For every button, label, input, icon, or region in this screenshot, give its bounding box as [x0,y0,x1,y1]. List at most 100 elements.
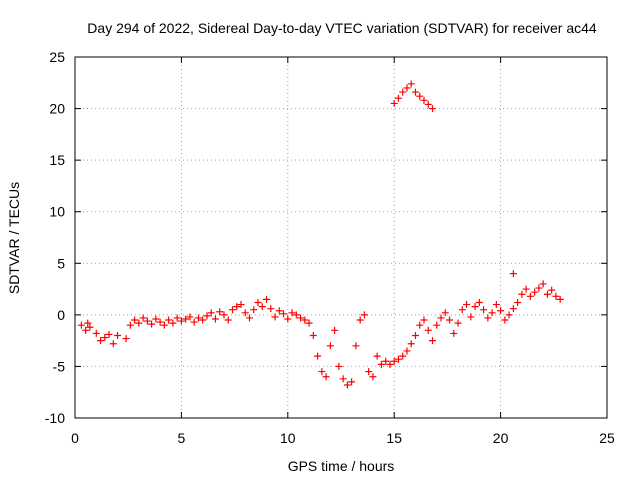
data-point [335,362,343,370]
data-point [471,303,479,311]
data-point [416,92,424,100]
data-point [505,311,513,319]
data-point [101,334,109,342]
data-point [258,303,266,311]
data-point [152,315,160,323]
data-point [399,88,407,96]
data-point [84,319,92,327]
data-point [318,368,326,376]
y-tick-labels: -10 -5 0 5 10 15 20 25 [45,49,65,426]
data-point [250,306,258,314]
data-point [429,337,437,345]
data-point [390,99,398,107]
x-tick-label: 10 [280,430,296,446]
data-point [271,313,279,321]
data-point [446,316,454,324]
data-point [263,295,271,303]
grid [75,57,607,418]
chart-title: Day 294 of 2022, Sidereal Day-to-day VTE… [87,20,597,36]
x-tick-label: 15 [386,430,402,446]
data-point [314,352,322,360]
data-point [365,368,373,376]
data-point [77,321,85,329]
data-point [211,315,219,323]
data-point [322,373,330,381]
data-point [297,314,305,322]
data-point [441,309,449,317]
data-point [548,286,556,294]
data-point [339,375,347,383]
data-points [77,80,564,389]
data-point [284,315,292,323]
data-point [177,317,185,325]
data-point [497,307,505,315]
data-point [199,316,207,324]
data-point [109,340,117,348]
x-tick-label: 20 [493,430,509,446]
data-point [420,96,428,104]
data-point [382,357,390,365]
data-point [377,360,385,368]
data-point [394,94,402,102]
data-point [122,335,130,343]
data-point [394,355,402,363]
data-point [390,357,398,365]
data-point [403,84,411,92]
data-point [254,298,262,306]
data-point [348,378,356,386]
data-point [228,306,236,314]
data-point [539,280,547,288]
y-tick-label: 25 [49,49,65,65]
data-point [416,321,424,329]
y-tick-label: 15 [49,152,65,168]
data-point [526,292,534,300]
data-point [241,309,249,317]
data-point [275,307,283,315]
data-point [369,373,377,381]
data-point [97,337,105,345]
x-tick-label: 5 [178,430,186,446]
data-point [488,309,496,317]
plot-frame [74,56,608,419]
data-point [207,309,215,317]
data-point [343,381,351,389]
data-point [220,311,228,319]
data-point [105,330,113,338]
data-point [292,311,300,319]
data-point [203,312,211,320]
data-point [114,331,122,339]
data-point [139,314,147,322]
data-point [407,80,415,88]
y-tick-label: -10 [45,410,65,426]
y-tick-label: 10 [49,204,65,220]
data-point [514,298,522,306]
data-point [216,308,224,316]
data-point [186,313,194,321]
data-point [245,314,253,322]
data-point [407,340,415,348]
y-axis-label: SDTVAR / TECUs [6,182,22,294]
data-point [531,288,539,296]
data-point [356,316,364,324]
data-point [135,319,143,327]
data-point [305,319,313,327]
x-tick-label: 0 [71,430,79,446]
data-point [267,305,275,313]
data-point [484,314,492,322]
x-tick-labels: 0 5 10 15 20 25 [71,430,615,446]
data-point [437,314,445,322]
data-point [480,306,488,314]
data-point [126,321,134,329]
data-point [450,329,458,337]
data-point [280,310,288,318]
data-point [492,301,500,309]
y-tick-label: 5 [57,255,65,271]
data-point [182,315,190,323]
data-point [160,321,168,329]
data-point [194,314,202,322]
data-point [420,316,428,324]
data-point [173,314,181,322]
data-point [326,342,334,350]
data-point [301,316,309,324]
